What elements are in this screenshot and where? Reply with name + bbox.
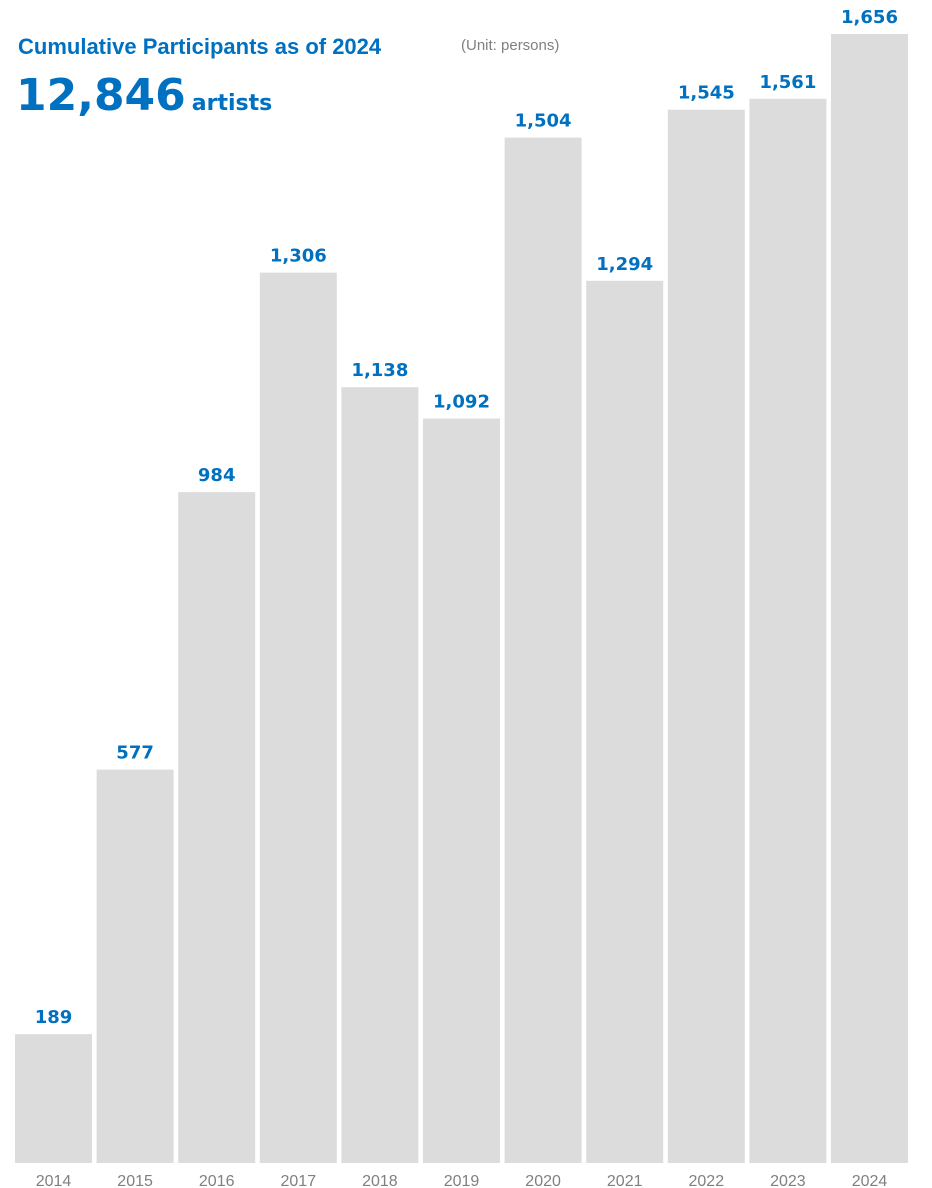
bar-2016 bbox=[178, 492, 256, 1164]
bar-2020 bbox=[504, 137, 582, 1164]
bar-2014 bbox=[15, 1034, 92, 1163]
bar-2023 bbox=[749, 98, 827, 1163]
x-tick-label-2015: 2015 bbox=[117, 1173, 153, 1188]
x-tick-label-2017: 2017 bbox=[281, 1173, 317, 1188]
x-tick-label-2024: 2024 bbox=[852, 1173, 888, 1188]
bar-2021 bbox=[586, 280, 664, 1163]
bar-2015 bbox=[96, 769, 174, 1163]
data-label-2014: 189 bbox=[35, 1007, 73, 1028]
x-tick-label-2020: 2020 bbox=[525, 1173, 561, 1188]
data-label-2022: 1,545 bbox=[678, 83, 735, 104]
total-value: 12,846 bbox=[16, 70, 186, 121]
x-tick-label-2022: 2022 bbox=[689, 1173, 725, 1188]
x-tick-label-2019: 2019 bbox=[444, 1173, 480, 1188]
x-tick-label-2018: 2018 bbox=[362, 1173, 398, 1188]
unit-label: (Unit: persons) bbox=[461, 37, 560, 54]
data-label-2016: 984 bbox=[198, 465, 236, 486]
x-tick-label-2023: 2023 bbox=[770, 1173, 806, 1188]
chart-title: Cumulative Participants as of 2024 bbox=[18, 34, 382, 59]
data-label-2020: 1,504 bbox=[515, 111, 572, 132]
data-label-2019: 1,092 bbox=[433, 392, 490, 413]
bar-2024 bbox=[831, 34, 908, 1163]
total-suffix: artists bbox=[191, 91, 273, 116]
data-label-2018: 1,138 bbox=[351, 360, 408, 381]
total-headline: 12,846 artists bbox=[16, 70, 272, 121]
data-label-2021: 1,294 bbox=[596, 254, 653, 275]
x-tick-label-2014: 2014 bbox=[36, 1173, 72, 1188]
bar-2017 bbox=[259, 272, 337, 1164]
bar-2019 bbox=[423, 418, 500, 1163]
x-tick-label-2021: 2021 bbox=[607, 1173, 643, 1188]
data-label-2023: 1,561 bbox=[759, 72, 816, 93]
data-label-2017: 1,306 bbox=[270, 246, 327, 267]
data-label-2015: 577 bbox=[116, 743, 154, 764]
x-tick-label-2016: 2016 bbox=[199, 1173, 235, 1188]
bar-2018 bbox=[341, 387, 419, 1163]
data-label-2024: 1,656 bbox=[841, 7, 898, 28]
bar-2022 bbox=[667, 109, 745, 1164]
